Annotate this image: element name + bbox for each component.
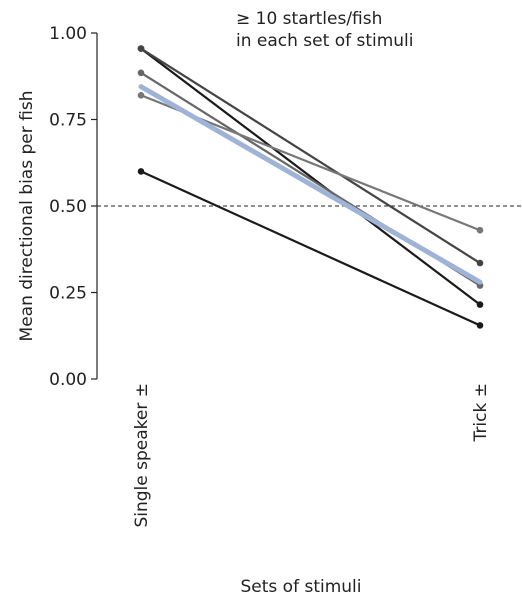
y-tick-label: 0.00 [49, 370, 87, 390]
x-category-label: Trick ± [471, 383, 491, 442]
data-point [137, 168, 145, 175]
x-category-label: Single speaker ± [132, 383, 152, 528]
series-line [139, 47, 482, 265]
mean-series-line [138, 84, 483, 285]
labels-group: 0.00 0.25 0.50 0.75 1.00 Single speaker ± Tric… [17, 9, 491, 597]
data-point [476, 226, 484, 234]
data-point [476, 259, 484, 267]
annotation-text: ≥ 10 startles/fish [236, 9, 382, 29]
y-tick-label: 1.00 [49, 24, 87, 44]
x-axis-label: Sets of stimuli [241, 577, 362, 597]
data-point [137, 45, 145, 52]
y-tick-label: 0.50 [49, 197, 87, 217]
data-point [476, 301, 484, 308]
data-point [476, 322, 484, 329]
data-point [137, 91, 145, 99]
y-axis-label: Mean directional bias per fish [17, 91, 37, 342]
series-line [139, 47, 482, 306]
axes [91, 32, 98, 380]
data-point [137, 69, 145, 77]
series-line [139, 170, 482, 327]
series-group [137, 45, 484, 329]
y-tick-label: 0.25 [49, 284, 87, 304]
annotation-text: in each set of stimuli [236, 31, 414, 51]
y-tick-label: 0.75 [49, 111, 87, 131]
